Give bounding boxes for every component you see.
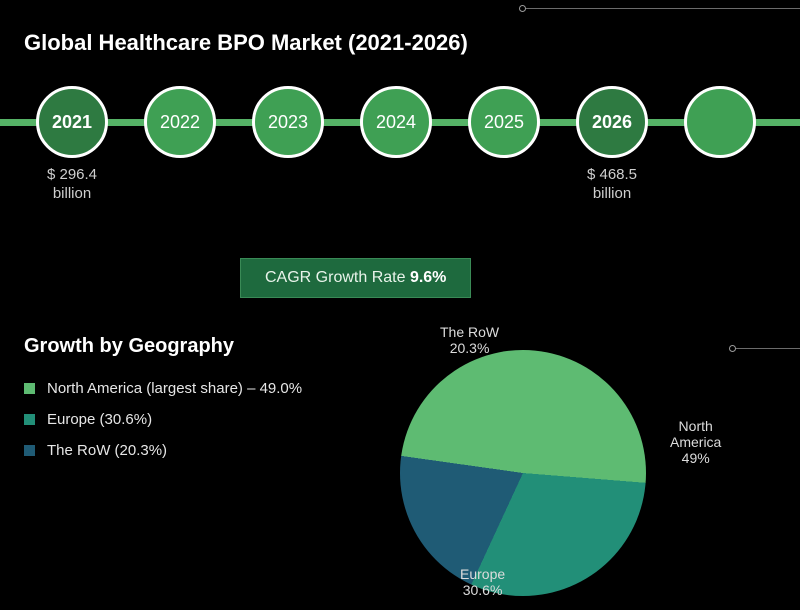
timeline-year: 2025 xyxy=(484,112,524,133)
geography-title: Growth by Geography xyxy=(24,335,234,358)
timeline-node: 2025 xyxy=(468,86,540,158)
pie-chart: North America49%Europe30.6%The RoW20.3% xyxy=(400,350,660,610)
timeline-year: 2021 xyxy=(52,112,92,133)
pie-graphic xyxy=(400,350,646,596)
cagr-rate: 9.6% xyxy=(410,269,446,286)
legend-item: Europe (30.6%) xyxy=(24,411,302,428)
legend-label: The RoW (20.3%) xyxy=(47,442,167,459)
legend-swatch-icon xyxy=(24,445,35,456)
legend-label: North America (largest share) – 49.0% xyxy=(47,380,302,397)
timeline-node: 2024 xyxy=(360,86,432,158)
decorator-line xyxy=(520,8,800,9)
timeline-value-label: $ 296.4billion xyxy=(27,166,117,204)
cagr-label: CAGR Growth Rate xyxy=(265,269,410,286)
timeline-node xyxy=(684,86,756,158)
legend-swatch-icon xyxy=(24,414,35,425)
pie-slice-label: Europe30.6% xyxy=(460,566,505,598)
timeline-node: 2022 xyxy=(144,86,216,158)
page-title: Global Healthcare BPO Market (2021-2026) xyxy=(24,30,468,56)
legend-item: North America (largest share) – 49.0% xyxy=(24,380,302,397)
decorator-node-icon xyxy=(729,345,736,352)
decorator-line xyxy=(730,348,800,349)
timeline-year: 2026 xyxy=(592,112,632,133)
legend-swatch-icon xyxy=(24,383,35,394)
timeline-node: 2021 xyxy=(36,86,108,158)
cagr-badge: CAGR Growth Rate 9.6% xyxy=(240,258,471,298)
timeline-year: 2024 xyxy=(376,112,416,133)
legend-label: Europe (30.6%) xyxy=(47,411,152,428)
pie-slice-label: The RoW20.3% xyxy=(440,324,499,356)
timeline-year: 2023 xyxy=(268,112,308,133)
timeline: 2021 $ 296.4billion 2022 2023 2024 2025 2026 $ … xyxy=(0,82,800,202)
timeline-year: 2022 xyxy=(160,112,200,133)
timeline-value-label: $ 468.5billion xyxy=(567,166,657,204)
decorator-node-icon xyxy=(519,5,526,12)
pie-slice-label: North America49% xyxy=(670,418,721,466)
timeline-node: 2026 xyxy=(576,86,648,158)
timeline-node: 2023 xyxy=(252,86,324,158)
legend-item: The RoW (20.3%) xyxy=(24,442,302,459)
pie-legend: North America (largest share) – 49.0% Eur… xyxy=(24,380,302,473)
